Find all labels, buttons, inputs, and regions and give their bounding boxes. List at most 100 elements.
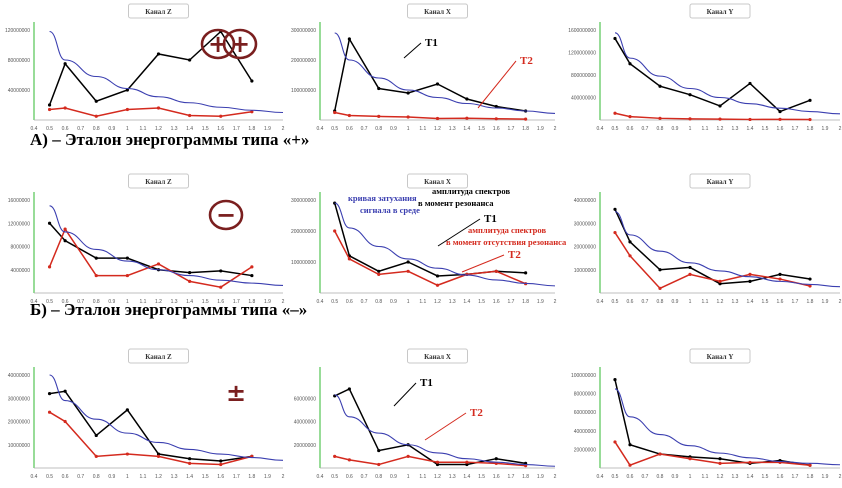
x-tick-label: 1.8 — [807, 474, 814, 480]
series-label: T2 — [508, 249, 521, 261]
x-tick-label: 1.8 — [522, 299, 529, 305]
x-tick-label: 0.9 — [672, 299, 679, 305]
series-label: T1 — [420, 377, 433, 389]
x-tick-label: 1.5 — [202, 299, 209, 305]
symbol-glyph: − — [216, 201, 236, 229]
x-tick-label: 1.2 — [434, 126, 441, 132]
decay-note-line2: сигнала в среде — [360, 205, 420, 215]
x-tick-label: 2 — [554, 299, 557, 305]
x-tick-label: 1.8 — [522, 474, 529, 480]
x-tick-label: 0.7 — [361, 299, 368, 305]
x-tick-label: 1.5 — [202, 474, 209, 480]
t2-point — [808, 463, 812, 467]
t1-point — [628, 62, 632, 66]
t1-point — [613, 378, 617, 382]
x-tick-label: 1.8 — [248, 126, 255, 132]
x-tick-label: 0.5 — [612, 474, 619, 480]
t2-point — [219, 285, 223, 289]
x-tick-label: 0.4 — [31, 299, 38, 305]
y-tick-label: 100000000 — [571, 373, 596, 379]
y-tick-label: 4000000 — [11, 268, 31, 274]
x-tick-label: 1.1 — [419, 126, 426, 132]
y-tick-label: 20000000 — [574, 447, 596, 453]
t2-point — [250, 110, 254, 114]
t2-point — [628, 254, 632, 258]
t1-point — [658, 268, 662, 272]
t2-point — [63, 419, 67, 424]
amp-no-resonance-note: амплитуда спектров — [468, 225, 546, 235]
y-tick-label: 12000000 — [8, 221, 30, 227]
label-pointer — [393, 382, 417, 407]
x-tick-label: 1.6 — [217, 299, 224, 305]
t1-point — [628, 240, 632, 244]
x-tick-label: 1.4 — [463, 299, 470, 305]
chart-title-box — [407, 173, 468, 189]
t2-point — [494, 269, 498, 273]
x-tick-label: 0.5 — [46, 126, 53, 132]
chart-title-box — [128, 3, 189, 19]
t1-point — [63, 389, 67, 393]
x-tick-label: 1.5 — [762, 126, 769, 132]
x-tick-label: 1.4 — [747, 474, 754, 480]
x-tick-label: 0.6 — [62, 474, 69, 480]
chart-title: Канал X — [424, 8, 451, 16]
t1-series-line — [48, 30, 253, 106]
chart-title-box — [689, 3, 751, 19]
t2-point — [628, 463, 632, 467]
t2-point — [688, 457, 692, 461]
symbol-glyph: ± — [226, 379, 246, 407]
t2-point — [406, 454, 410, 458]
chart-title-box — [689, 348, 751, 364]
t1-point — [748, 81, 752, 86]
t1-point — [718, 457, 722, 461]
t2-point — [125, 452, 129, 456]
x-tick-label: 1.8 — [248, 474, 255, 480]
x-tick-label: 1.5 — [762, 474, 769, 480]
t2-point — [465, 116, 469, 120]
t2-point — [658, 286, 662, 290]
t1-series-line — [614, 38, 811, 113]
x-tick-label: 1.9 — [822, 474, 829, 480]
x-tick-label: 1.4 — [463, 474, 470, 480]
t2-point — [808, 284, 812, 288]
x-tick-label: 0.5 — [612, 126, 619, 132]
t2-point — [63, 106, 67, 110]
chart-title: Канал Z — [145, 178, 172, 186]
x-tick-label: 1.9 — [537, 126, 544, 132]
x-tick-label: 1.2 — [717, 299, 724, 305]
x-tick-label: 1.9 — [822, 299, 829, 305]
x-tick-label: 1.7 — [233, 299, 240, 305]
t1-point — [465, 97, 469, 101]
chart-4: Канал Z 4000000 8000000 12000000 16000000 0.4… — [8, 173, 285, 305]
x-tick-label: 0.6 — [62, 299, 69, 305]
series-label: T1 — [425, 37, 438, 49]
x-tick-label: 1.7 — [507, 299, 514, 305]
decay-curve — [49, 374, 284, 461]
x-tick-label: 1 — [689, 126, 692, 132]
x-tick-label: 0.8 — [375, 474, 382, 480]
t2-point — [347, 257, 351, 261]
y-tick-label: 800000000 — [571, 73, 596, 79]
x-tick-label: 0.4 — [317, 126, 324, 132]
x-tick-label: 1.1 — [702, 299, 709, 305]
t2-series-line — [614, 112, 811, 121]
x-tick-label: 1.4 — [186, 299, 193, 305]
t2-point — [188, 113, 192, 118]
x-tick-label: 1.9 — [822, 126, 829, 132]
symbol-glyph: + — [230, 30, 250, 58]
t2-point — [347, 458, 351, 462]
x-tick-label: 1.7 — [233, 474, 240, 480]
t2-series-line — [49, 107, 252, 118]
y-tick-label: 120000000 — [5, 28, 30, 34]
t1-point — [63, 62, 67, 66]
x-tick-label: 0.6 — [346, 474, 353, 480]
x-tick-label: 0.5 — [331, 126, 338, 132]
x-tick-label: 0.7 — [77, 299, 84, 305]
series-label: T1 — [484, 213, 497, 225]
x-tick-label: 1.6 — [217, 474, 224, 480]
t1-point — [613, 207, 617, 211]
y-tick-label: 1600000000 — [568, 28, 596, 34]
t2-point — [156, 454, 161, 458]
x-tick-label: 0.9 — [390, 299, 397, 305]
